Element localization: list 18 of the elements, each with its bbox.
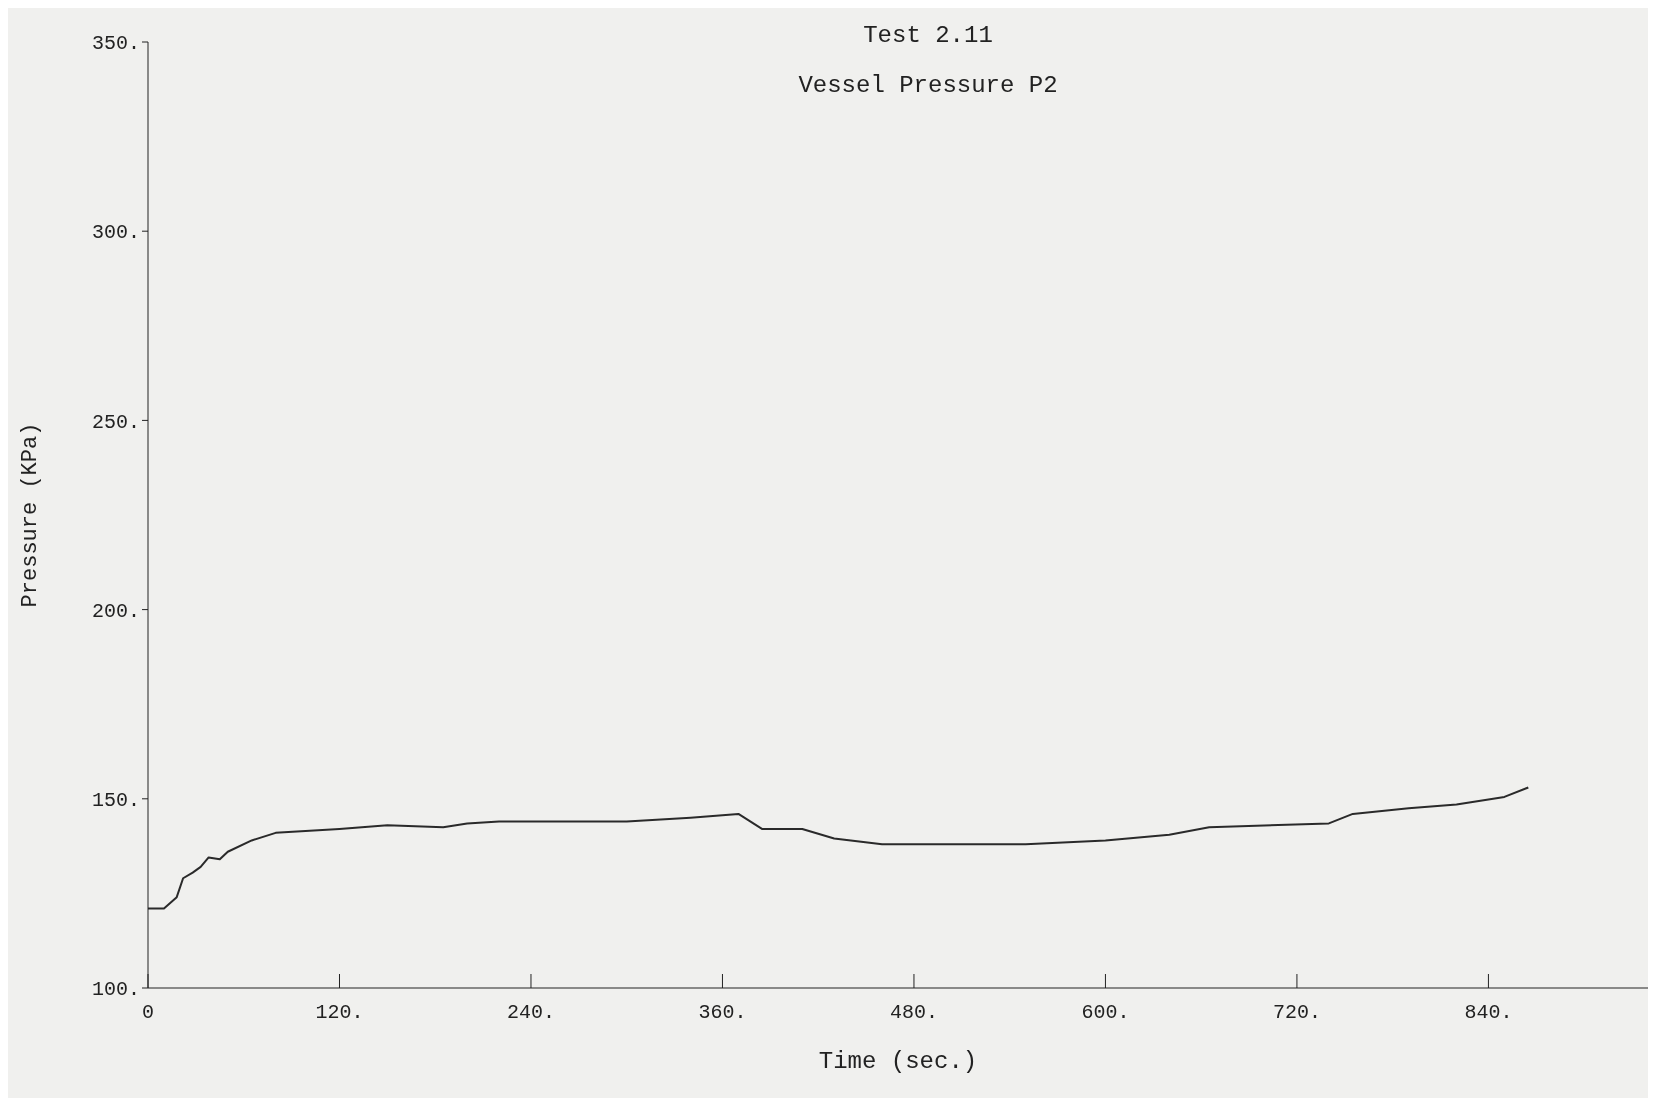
x-tick-label: 720. <box>1272 1001 1321 1025</box>
y-tick-label: 100. <box>91 978 140 1002</box>
y-axis-title: Pressure (KPa) <box>17 422 43 608</box>
text: Vessel Pressure P2 <box>797 72 1059 99</box>
y-tick-label: 200. <box>91 599 140 623</box>
chart-title: Test 2.11 <box>863 22 993 49</box>
y-tick-label: 150. <box>91 788 140 812</box>
x-tick-label: 480. <box>889 1001 938 1025</box>
x-tick-label: 120. <box>315 1001 364 1025</box>
y-tick-label: 250. <box>91 410 140 434</box>
x-tick-label: 360. <box>698 1001 747 1025</box>
x-tick-label: 840. <box>1464 1001 1513 1025</box>
x-tick-label: 240. <box>506 1001 555 1025</box>
y-tick-label: 350. <box>91 32 140 56</box>
y-tick-label: 300. <box>91 221 140 245</box>
x-tick-label: 0 <box>141 1001 155 1025</box>
x-tick-label: 600. <box>1081 1001 1130 1025</box>
x-axis-title: Time (sec.) <box>818 1048 978 1075</box>
